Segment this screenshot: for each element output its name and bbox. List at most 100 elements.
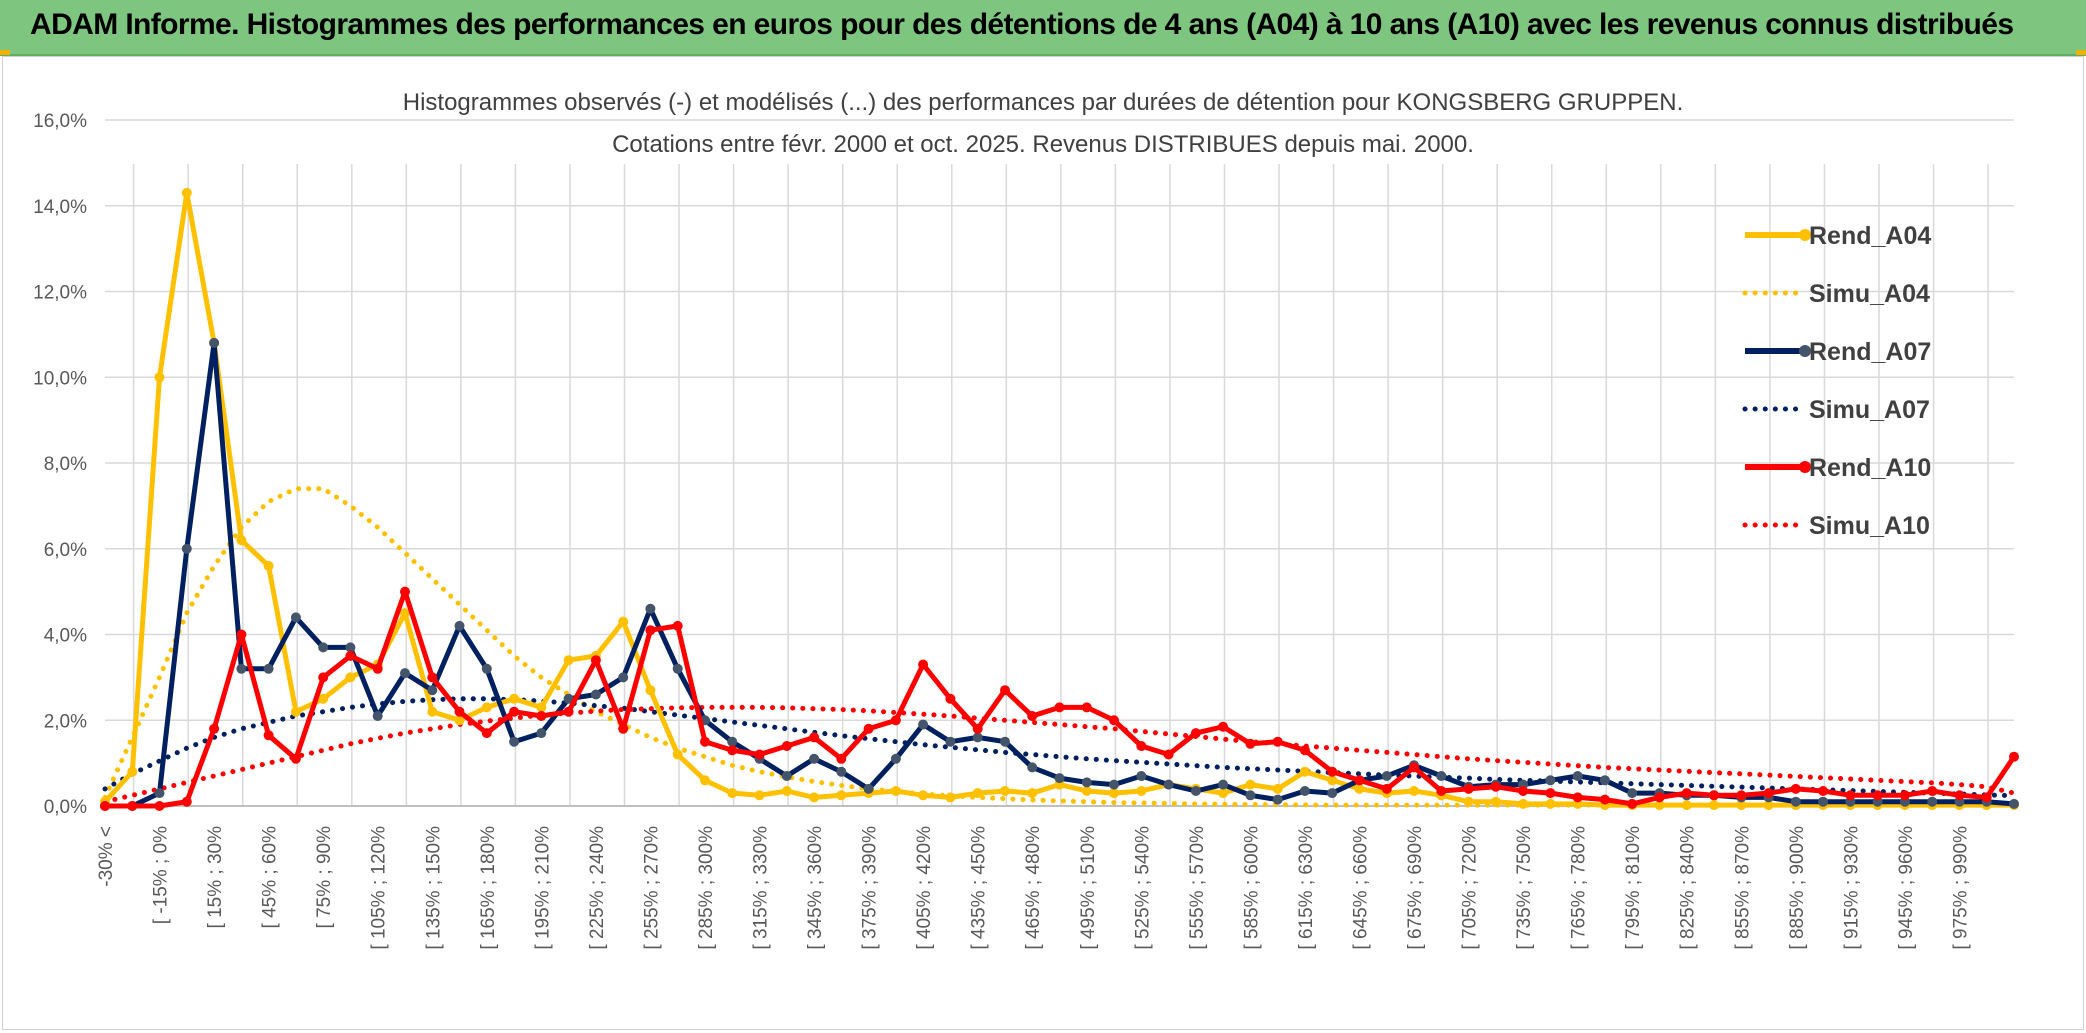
axes: 0,0% 2,0% 4,0% 6,0% 8,0% 10,0% 12,0% 14,0% 16,0%… bbox=[33, 111, 2014, 950]
legend-label: Simu_A04 bbox=[1809, 280, 1930, 308]
legend-marker bbox=[1799, 229, 1811, 241]
legend-item: Rend_A10 bbox=[1745, 454, 1931, 482]
data-point bbox=[1763, 788, 1774, 799]
y-tick-label: 12,0% bbox=[33, 283, 87, 304]
x-tick-label: [ 75% ; 90% bbox=[314, 826, 335, 929]
data-point bbox=[400, 608, 410, 619]
data-point bbox=[563, 706, 574, 717]
data-point bbox=[727, 788, 738, 799]
data-point bbox=[1109, 779, 1119, 790]
x-tick-label: [ 105% ; 120% bbox=[369, 826, 390, 950]
x-tick-label: [ 195% ; 210% bbox=[532, 826, 553, 950]
data-point bbox=[509, 736, 520, 747]
data-point bbox=[1572, 771, 1583, 781]
data-point bbox=[836, 790, 847, 801]
data-point bbox=[1081, 777, 1092, 788]
data-point bbox=[481, 728, 492, 739]
corner-marker-left bbox=[0, 50, 10, 55]
data-point bbox=[345, 650, 356, 661]
data-point bbox=[1190, 728, 1201, 739]
data-point bbox=[1872, 790, 1883, 801]
data-point bbox=[1899, 790, 1910, 801]
data-point bbox=[1163, 779, 1174, 790]
data-point bbox=[563, 693, 574, 704]
data-point bbox=[727, 745, 738, 756]
data-point bbox=[1545, 775, 1556, 786]
legend-label: Simu_A07 bbox=[1809, 396, 1930, 424]
data-point bbox=[700, 736, 710, 747]
y-tick-label: 14,0% bbox=[33, 197, 87, 218]
x-tick-label: [ 645% ; 660% bbox=[1350, 826, 1371, 950]
data-point bbox=[618, 723, 629, 734]
data-point bbox=[290, 753, 301, 764]
x-tick-label: [ 585% ; 600% bbox=[1241, 826, 1262, 950]
data-point bbox=[154, 372, 165, 383]
data-point bbox=[618, 616, 629, 627]
legend: Rend_A04 Simu_A04 Rend_A07 Simu_A07 Rend_A10… bbox=[1742, 222, 1931, 540]
data-point bbox=[618, 672, 629, 683]
data-point bbox=[1790, 796, 1801, 807]
data-point bbox=[263, 663, 274, 674]
legend-marker bbox=[1799, 461, 1811, 473]
data-point bbox=[427, 672, 438, 683]
data-point bbox=[1927, 786, 1938, 796]
data-point bbox=[781, 771, 792, 781]
data-point bbox=[100, 801, 110, 811]
data-point bbox=[236, 629, 247, 640]
data-point bbox=[1709, 800, 1719, 811]
legend-marker bbox=[1799, 345, 1811, 357]
data-point bbox=[263, 560, 274, 571]
data-point bbox=[1763, 800, 1774, 811]
x-tick-label: [ 495% ; 510% bbox=[1078, 826, 1099, 950]
legend-label: Rend_A10 bbox=[1809, 454, 1931, 482]
x-tick-label: [ 405% ; 420% bbox=[914, 826, 935, 950]
data-point bbox=[400, 668, 410, 679]
data-point bbox=[1736, 800, 1747, 811]
data-point bbox=[536, 711, 547, 721]
x-tick-label: -30% < bbox=[96, 826, 117, 887]
data-point bbox=[754, 749, 765, 760]
data-point bbox=[1436, 786, 1447, 796]
data-point bbox=[1136, 771, 1147, 781]
x-tick-label: [ 885% ; 900% bbox=[1787, 826, 1808, 950]
data-point bbox=[318, 672, 329, 683]
data-point bbox=[727, 736, 738, 747]
data-point bbox=[972, 788, 983, 799]
data-point bbox=[890, 715, 901, 726]
legend-label: Rend_A07 bbox=[1809, 338, 1931, 366]
data-point bbox=[1518, 798, 1529, 809]
data-point bbox=[1245, 790, 1256, 801]
data-point bbox=[1327, 766, 1338, 777]
data-point bbox=[1599, 775, 1610, 786]
x-tick-label: [ -15% ; 0% bbox=[151, 826, 172, 924]
x-tick-label: [ 705% ; 720% bbox=[1460, 826, 1481, 950]
data-point bbox=[372, 663, 383, 674]
data-point bbox=[1681, 788, 1692, 799]
data-point bbox=[1381, 771, 1392, 781]
corner-marker-right bbox=[2076, 50, 2086, 55]
data-point bbox=[1681, 800, 1692, 811]
data-point bbox=[945, 736, 956, 747]
data-point bbox=[1109, 788, 1119, 799]
data-point bbox=[590, 655, 601, 666]
data-point bbox=[1218, 721, 1229, 732]
y-tick-label: 2,0% bbox=[44, 711, 87, 732]
data-point bbox=[481, 663, 492, 674]
data-point bbox=[454, 620, 465, 631]
data-point bbox=[1245, 779, 1256, 790]
data-point bbox=[536, 728, 547, 739]
data-point bbox=[2009, 798, 2019, 809]
data-point bbox=[809, 792, 820, 803]
data-point bbox=[154, 788, 165, 799]
data-point bbox=[672, 663, 683, 674]
data-point bbox=[1299, 786, 1310, 796]
x-tick-label: [ 615% ; 630% bbox=[1296, 826, 1317, 950]
x-tick-label: [ 165% ; 180% bbox=[478, 826, 499, 950]
data-point bbox=[781, 786, 792, 796]
x-tick-label: [ 975% ; 990% bbox=[1950, 826, 1971, 950]
data-point bbox=[1218, 788, 1229, 799]
data-point bbox=[181, 543, 192, 554]
data-point bbox=[127, 766, 138, 777]
data-point bbox=[1272, 794, 1283, 805]
